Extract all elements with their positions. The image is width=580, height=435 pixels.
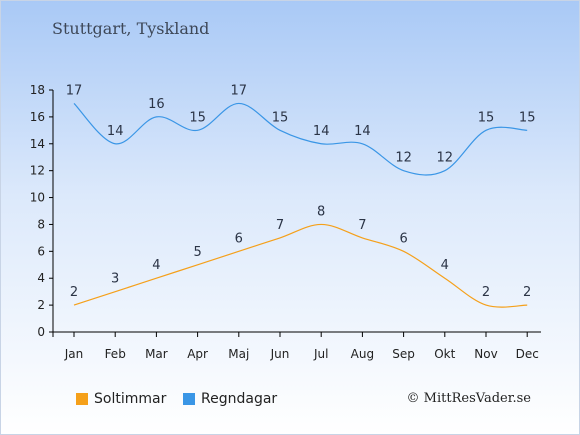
x-tick-label: Jun — [270, 347, 290, 361]
x-tick-label: Mar — [145, 347, 168, 361]
legend-swatch-soltimmar — [76, 393, 88, 405]
x-tick-label: Dec — [516, 347, 539, 361]
chart-title: Stuttgart, Tyskland — [52, 19, 210, 38]
data-label-regndagar: 14 — [107, 124, 124, 139]
y-tick-label: 6 — [37, 244, 45, 258]
x-tick-label: Jan — [64, 347, 84, 361]
legend-item-regndagar: Regndagar — [183, 391, 277, 407]
legend-label-regndagar: Regndagar — [201, 391, 278, 407]
x-tick-label: Feb — [105, 347, 126, 361]
data-label-regndagar: 17 — [66, 83, 83, 98]
data-label-regndagar: 12 — [437, 151, 454, 166]
series-line-regndagar — [73, 102, 528, 176]
data-label-soltimmar: 2 — [482, 285, 490, 300]
data-label-soltimmar: 2 — [70, 285, 78, 300]
legend-item-soltimmar: Soltimmar — [76, 391, 166, 407]
data-label-regndagar: 15 — [189, 110, 206, 125]
data-label-soltimmar: 7 — [276, 218, 284, 233]
legend-swatch-regndagar — [183, 393, 195, 405]
x-tick-label: Okt — [434, 347, 455, 361]
data-label-soltimmar: 4 — [441, 258, 449, 273]
y-tick-label: 2 — [37, 298, 45, 312]
y-tick-label: 12 — [30, 164, 45, 178]
y-tick-label: 18 — [30, 83, 45, 97]
data-label-regndagar: 16 — [148, 97, 165, 112]
data-label-soltimmar: 6 — [399, 231, 407, 246]
y-tick-label: 0 — [37, 325, 45, 339]
x-tick-label: Maj — [228, 347, 249, 361]
data-label-regndagar: 17 — [231, 83, 248, 98]
data-label-soltimmar: 4 — [152, 258, 160, 273]
y-tick-label: 16 — [30, 110, 45, 124]
data-label-regndagar: 15 — [519, 110, 536, 125]
y-tick-label: 4 — [37, 271, 45, 285]
x-tick-label: Jul — [313, 347, 328, 361]
y-tick-label: 8 — [37, 217, 45, 231]
data-label-soltimmar: 6 — [235, 231, 243, 246]
data-label-regndagar: 15 — [478, 110, 495, 125]
data-label-regndagar: 12 — [395, 151, 412, 166]
x-tick-label: Aug — [351, 347, 374, 361]
legend-label-soltimmar: Soltimmar — [94, 391, 167, 407]
series-line-soltimmar — [73, 223, 528, 308]
x-tick-label: Apr — [187, 347, 208, 361]
data-label-soltimmar: 7 — [358, 218, 366, 233]
data-label-soltimmar: 5 — [193, 245, 201, 260]
y-tick-label: 10 — [30, 191, 45, 205]
copyright-text: © MittResVader.se — [406, 391, 531, 406]
data-label-regndagar: 14 — [313, 124, 330, 139]
data-label-soltimmar: 3 — [111, 272, 119, 287]
data-label-regndagar: 14 — [354, 124, 371, 139]
data-label-regndagar: 15 — [272, 110, 289, 125]
y-tick-label: 14 — [30, 137, 45, 151]
data-label-soltimmar: 2 — [523, 285, 531, 300]
x-tick-label: Nov — [474, 347, 497, 361]
data-label-soltimmar: 8 — [317, 204, 325, 219]
x-tick-label: Sep — [392, 347, 415, 361]
